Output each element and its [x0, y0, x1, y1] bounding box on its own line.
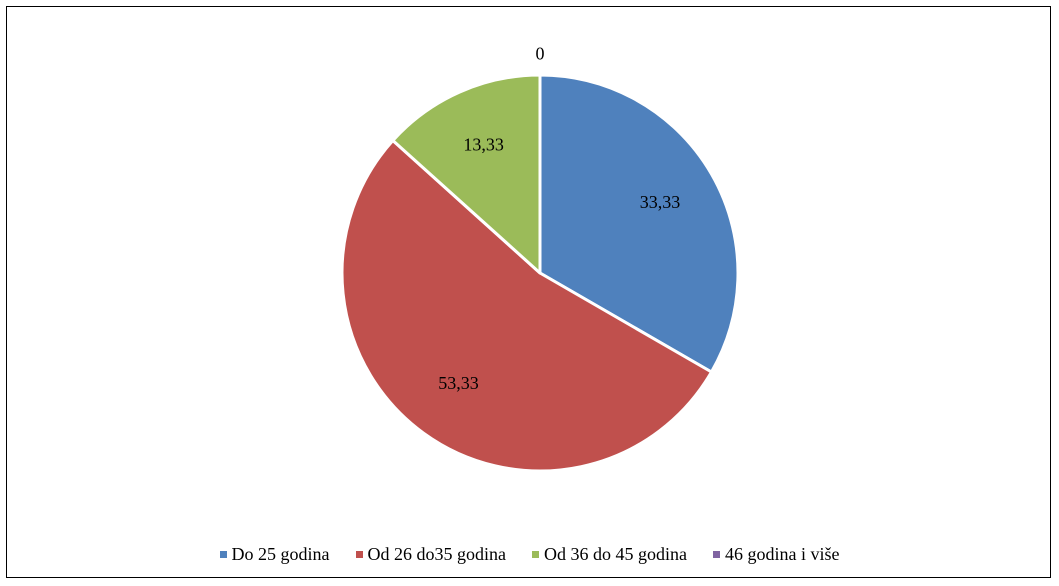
legend-swatch [713, 550, 720, 558]
legend-label: Do 25 godina [231, 543, 330, 564]
legend: Do 25 godina Od 26 do35 godina Od 36 do … [0, 540, 1059, 568]
legend-item-do-25: Do 25 godina [219, 543, 330, 565]
data-label: 33,33 [640, 192, 681, 212]
legend-label: Od 26 do35 godina [367, 543, 507, 564]
legend-item-36-45: Od 36 do 45 godina [532, 544, 687, 565]
legend-swatch [532, 550, 539, 558]
data-label: 13,33 [463, 135, 504, 155]
slice-36-45 [391, 73, 542, 275]
legend-swatch [219, 550, 227, 558]
legend-item-26-35: Od 26 do35 godina [355, 543, 507, 565]
data-label: 53,33 [438, 373, 479, 393]
data-label: 0 [536, 43, 545, 63]
pie-slices [340, 73, 740, 473]
legend-item-46-plus: 46 godina i više [713, 544, 840, 565]
slice-do-25 [538, 73, 740, 374]
legend-swatch [355, 550, 363, 558]
slice-26-35 [340, 138, 713, 473]
legend-label: 46 godina i više [725, 543, 840, 564]
legend-label: Od 36 do 45 godina [544, 543, 687, 564]
data-labels: 33,33 53,33 13,33 0 [438, 43, 680, 393]
